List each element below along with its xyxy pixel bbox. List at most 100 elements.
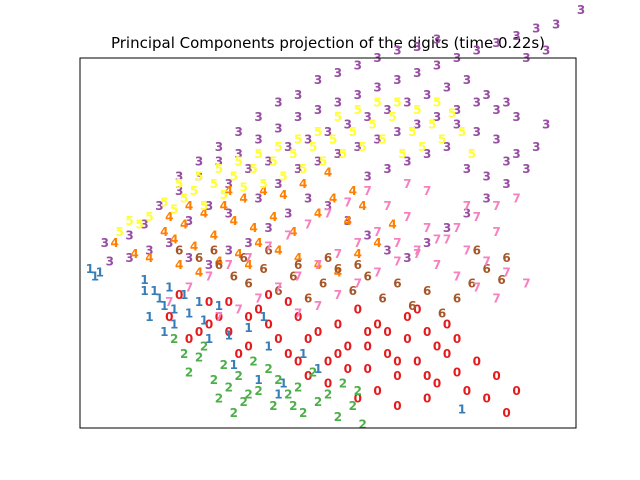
- point-digit-6: 6: [294, 258, 302, 272]
- point-digit-5: 5: [180, 192, 188, 206]
- point-digit-5: 5: [319, 155, 327, 169]
- point-digit-5: 5: [274, 140, 282, 154]
- point-digit-0: 0: [383, 347, 391, 361]
- point-digit-3: 3: [364, 229, 372, 243]
- point-digit-3: 3: [235, 125, 243, 139]
- point-digit-0: 0: [373, 384, 381, 398]
- point-digit-7: 7: [314, 258, 322, 272]
- point-digit-6: 6: [453, 292, 461, 306]
- point-digit-1: 1: [140, 284, 148, 298]
- point-digit-0: 0: [423, 369, 431, 383]
- point-digit-3: 3: [512, 29, 520, 43]
- point-digit-6: 6: [274, 284, 282, 298]
- point-digit-0: 0: [304, 332, 312, 346]
- point-digit-0: 0: [373, 317, 381, 331]
- point-digit-3: 3: [473, 95, 481, 109]
- point-digit-0: 0: [225, 325, 233, 339]
- point-digit-5: 5: [393, 95, 401, 109]
- point-digit-7: 7: [304, 218, 312, 232]
- point-digit-3: 3: [443, 221, 451, 235]
- point-digit-2: 2: [299, 406, 307, 420]
- point-digit-4: 4: [373, 236, 381, 250]
- point-digit-3: 3: [304, 132, 312, 146]
- point-digit-3: 3: [215, 155, 223, 169]
- point-digit-3: 3: [492, 103, 500, 117]
- point-digit-4: 4: [344, 214, 352, 228]
- point-digit-3: 3: [205, 199, 213, 213]
- point-digit-7: 7: [373, 225, 381, 239]
- point-digit-6: 6: [483, 262, 491, 276]
- point-digit-1: 1: [230, 358, 238, 372]
- point-digit-2: 2: [185, 366, 193, 380]
- point-digit-4: 4: [329, 192, 337, 206]
- point-digit-0: 0: [175, 288, 183, 302]
- point-digit-0: 0: [264, 317, 272, 331]
- point-digit-4: 4: [259, 184, 267, 198]
- point-digit-6: 6: [378, 292, 386, 306]
- point-digit-4: 4: [230, 214, 238, 228]
- point-digit-7: 7: [433, 232, 441, 246]
- point-digit-4: 4: [314, 258, 322, 272]
- point-digit-0: 0: [294, 310, 302, 324]
- point-digit-3: 3: [344, 118, 352, 132]
- point-digit-5: 5: [170, 203, 178, 217]
- point-digit-5: 5: [388, 110, 396, 124]
- point-digit-7: 7: [185, 280, 193, 294]
- point-digit-3: 3: [165, 236, 173, 250]
- point-digit-3: 3: [492, 132, 500, 146]
- point-digit-3: 3: [443, 81, 451, 95]
- point-digit-3: 3: [443, 140, 451, 154]
- point-digit-0: 0: [185, 332, 193, 346]
- point-digit-7: 7: [294, 269, 302, 283]
- point-digit-5: 5: [398, 147, 406, 161]
- point-digit-0: 0: [413, 303, 421, 317]
- point-digit-7: 7: [205, 269, 213, 283]
- point-digit-3: 3: [364, 169, 372, 183]
- point-digit-3: 3: [483, 169, 491, 183]
- point-digit-0: 0: [364, 325, 372, 339]
- point-digit-3: 3: [140, 218, 148, 232]
- point-digit-4: 4: [274, 243, 282, 257]
- point-digit-7: 7: [413, 243, 421, 257]
- point-digit-7: 7: [403, 177, 411, 191]
- point-digit-5: 5: [215, 162, 223, 176]
- point-digit-6: 6: [289, 269, 297, 283]
- point-digit-0: 0: [215, 310, 223, 324]
- point-digit-3: 3: [294, 88, 302, 102]
- point-digit-0: 0: [393, 399, 401, 413]
- point-digit-3: 3: [463, 162, 471, 176]
- point-digit-1: 1: [215, 299, 223, 313]
- point-digit-3: 3: [354, 88, 362, 102]
- point-digit-3: 3: [512, 147, 520, 161]
- point-digit-5: 5: [428, 118, 436, 132]
- point-digit-3: 3: [383, 243, 391, 257]
- point-digit-7: 7: [483, 255, 491, 269]
- point-digit-3: 3: [195, 169, 203, 183]
- point-digit-3: 3: [393, 125, 401, 139]
- point-digit-0: 0: [165, 310, 173, 324]
- point-digit-6: 6: [304, 292, 312, 306]
- point-digit-6: 6: [354, 258, 362, 272]
- point-digit-7: 7: [314, 299, 322, 313]
- points-layer: 0000000000000000000000000000000000000000…: [86, 3, 585, 431]
- point-digit-5: 5: [220, 188, 228, 202]
- point-digit-5: 5: [458, 125, 466, 139]
- point-digit-6: 6: [230, 269, 238, 283]
- point-digit-7: 7: [492, 199, 500, 213]
- point-digit-1: 1: [91, 269, 99, 283]
- point-digit-5: 5: [289, 147, 297, 161]
- point-digit-0: 0: [354, 303, 362, 317]
- point-digit-1: 1: [225, 329, 233, 343]
- point-digit-1: 1: [170, 317, 178, 331]
- point-digit-6: 6: [215, 258, 223, 272]
- point-digit-6: 6: [259, 262, 267, 276]
- point-digit-2: 2: [195, 351, 203, 365]
- point-digit-3: 3: [314, 155, 322, 169]
- point-digit-0: 0: [483, 391, 491, 405]
- point-digit-1: 1: [165, 280, 173, 294]
- point-digit-7: 7: [284, 229, 292, 243]
- point-digit-3: 3: [532, 21, 540, 35]
- point-digit-2: 2: [254, 384, 262, 398]
- point-digit-7: 7: [235, 303, 243, 317]
- point-digit-3: 3: [244, 162, 252, 176]
